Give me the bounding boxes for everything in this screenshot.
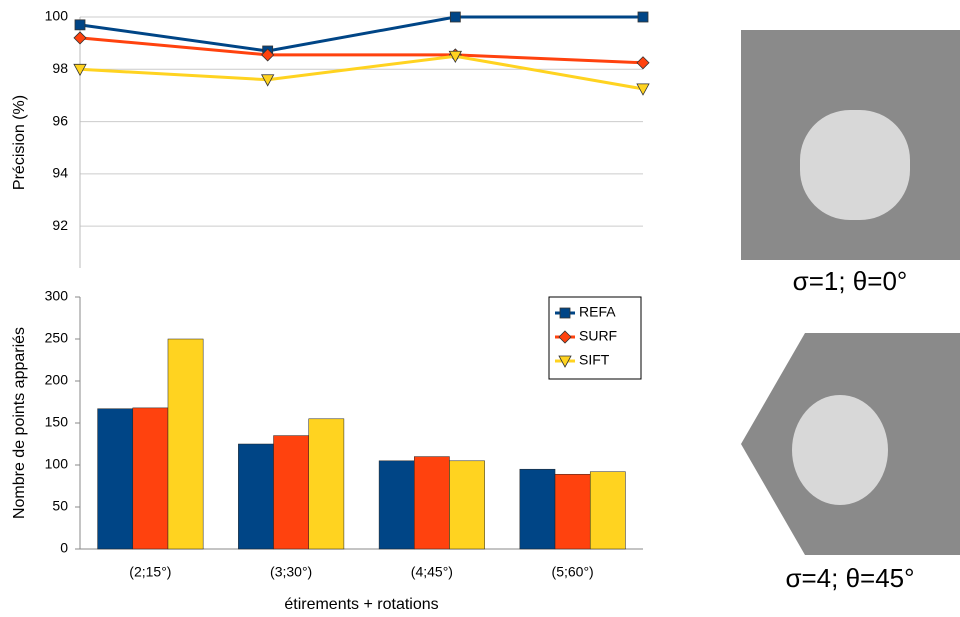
x-tick-label: (3;30°) xyxy=(270,564,312,580)
y-axis-label: Nombre de points appariés xyxy=(11,327,28,519)
y-tick-label: 96 xyxy=(52,112,68,128)
marker xyxy=(558,355,572,368)
bar xyxy=(519,468,556,550)
marker xyxy=(261,48,275,62)
bar xyxy=(273,435,309,550)
marker xyxy=(448,50,463,64)
bar xyxy=(97,408,134,550)
y-tick-label: 150 xyxy=(45,414,69,430)
x-axis-label: étirements + rotations xyxy=(284,596,438,613)
bar xyxy=(414,456,450,550)
y-tick-label: 200 xyxy=(45,372,69,388)
y-tick-label: 100 xyxy=(45,456,69,472)
x-tick-label: (5;60°) xyxy=(552,564,594,580)
y-tick-label: 94 xyxy=(52,165,68,181)
bar xyxy=(167,338,204,550)
bar xyxy=(378,460,415,550)
bar xyxy=(449,460,485,550)
series-line xyxy=(79,15,643,53)
y-axis-label: Précision (%) xyxy=(11,95,28,190)
series-line xyxy=(79,36,644,65)
marker xyxy=(559,307,571,319)
y-tick-label: 0 xyxy=(60,540,68,556)
marker xyxy=(558,330,572,344)
image-caption: σ=4; θ=45° xyxy=(785,563,914,593)
photo-2-object xyxy=(792,395,888,505)
bar xyxy=(238,443,274,550)
marker xyxy=(74,19,86,31)
y-tick-label: 250 xyxy=(45,330,69,346)
marker xyxy=(73,31,87,45)
y-tick-label: 50 xyxy=(52,498,68,514)
bar xyxy=(554,473,591,550)
y-tick-label: 100 xyxy=(45,8,69,24)
x-tick-label: (4;45°) xyxy=(411,564,453,580)
series-line xyxy=(79,54,644,91)
y-tick-label: 98 xyxy=(52,60,68,76)
y-tick-label: 300 xyxy=(45,288,69,304)
marker xyxy=(637,11,649,23)
image-caption: σ=1; θ=0° xyxy=(793,266,908,296)
marker xyxy=(73,63,87,77)
marker xyxy=(260,74,275,87)
marker xyxy=(449,11,461,23)
legend-label: SIFT xyxy=(579,352,610,368)
bar xyxy=(589,471,626,550)
legend-label: REFA xyxy=(579,304,616,320)
marker xyxy=(636,83,650,96)
legend-label: SURF xyxy=(579,328,617,344)
x-tick-label: (2;15°) xyxy=(129,564,171,580)
bar xyxy=(132,407,169,550)
photo-1-object xyxy=(800,110,910,220)
y-tick-label: 92 xyxy=(52,217,68,233)
bar xyxy=(308,418,345,550)
marker xyxy=(636,56,650,70)
